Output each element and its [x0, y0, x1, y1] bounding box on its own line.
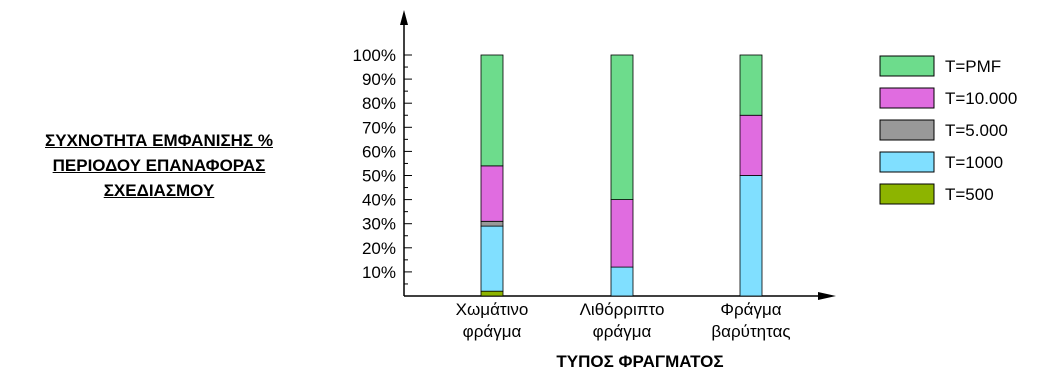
legend-swatch [879, 55, 935, 77]
y-tick-label: 50% [362, 167, 396, 186]
legend-label: T=PMF [945, 57, 1001, 76]
legend-swatch [879, 151, 935, 173]
bar-segment [610, 54, 634, 201]
legend-label: T=1000 [945, 153, 1003, 172]
y-axis-title-line-2: ΠΕΡΙΟΔΟΥ ΕΠΑΝΑΦΟΡΑΣ [52, 156, 266, 175]
y-tick-label: 20% [362, 239, 396, 258]
bar-segment [739, 175, 763, 297]
x-category-label: Λιθόρριπτο [580, 300, 665, 319]
legend-swatch [879, 183, 935, 205]
bar-segment [739, 114, 763, 176]
bar-segment [480, 54, 504, 167]
y-axis-title: ΣΥΧΝΟΤΗΤΑ ΕΜΦΑΝΙΣΗΣ % ΠΕΡΙΟΔΟΥ ΕΠΑΝΑΦΟΡΑ… [0, 128, 318, 203]
bar-segment [610, 199, 634, 268]
y-axis-arrow [400, 10, 408, 25]
x-category-label: βαρύτητας [711, 322, 790, 341]
y-axis-title-line-3: ΣΧΕΔΙΑΣΜΟΥ [103, 181, 215, 200]
bar-segment [610, 266, 634, 297]
bar-segment [739, 54, 763, 116]
bar-segment [480, 220, 504, 227]
x-axis-title: ΤΥΠΟΣ ΦΡΑΓΜΑΤΟΣ [556, 352, 724, 371]
y-tick-label: 100% [353, 46, 396, 65]
bar-segment [480, 165, 504, 222]
legend-swatch [879, 119, 935, 141]
y-tick-label: 30% [362, 215, 396, 234]
x-category-label: φράγμα [593, 322, 652, 341]
legend-label: T=10.000 [945, 89, 1017, 108]
x-category-label: φράγμα [463, 322, 522, 341]
y-tick-label: 40% [362, 191, 396, 210]
y-tick-label: 10% [362, 263, 396, 282]
y-axis-title-line-1: ΣΥΧΝΟΤΗΤΑ ΕΜΦΑΝΙΣΗΣ % [45, 131, 273, 150]
bar-segment [480, 225, 504, 292]
y-tick-label: 90% [362, 70, 396, 89]
legend-label: T=500 [945, 185, 994, 204]
legend-label: T=5.000 [945, 121, 1008, 140]
bar-segment [480, 290, 504, 297]
y-tick-label: 60% [362, 142, 396, 161]
y-tick-label: 70% [362, 118, 396, 137]
x-axis-arrow [818, 292, 836, 300]
x-category-label: Χωμάτινο [456, 300, 529, 319]
legend-swatch [879, 87, 935, 109]
y-tick-label: 80% [362, 94, 396, 113]
x-category-label: Φράγμα [720, 300, 781, 319]
